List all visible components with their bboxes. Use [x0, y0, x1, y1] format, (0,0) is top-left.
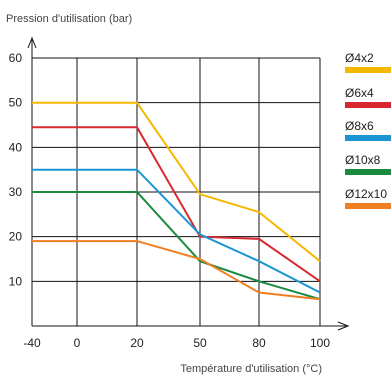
x-tick-label: 0	[74, 336, 81, 350]
legend-swatch-4x2	[345, 67, 391, 73]
y-axis-title: Pression d'utilisation (bar)	[6, 13, 132, 25]
series-line-6x4	[32, 127, 320, 281]
legend-swatch-12x10	[345, 203, 391, 209]
y-tick-label: 40	[9, 140, 23, 154]
x-tick-label: 20	[130, 336, 144, 350]
legend-label-10x8: Ø10x8	[345, 153, 381, 167]
y-tick-label: 50	[9, 96, 23, 110]
x-axis-title: Température d'utilisation (°C)	[180, 363, 322, 375]
chart-axes	[28, 38, 348, 330]
legend-swatch-8x6	[345, 135, 391, 141]
series-line-10x8	[32, 192, 320, 299]
chart-series	[32, 103, 320, 300]
chart-legend: Ø4x2 Ø6x4 Ø8x6 Ø10x8 Ø12x10	[345, 51, 391, 209]
x-tick-label: -40	[23, 336, 41, 350]
legend-label-6x4: Ø6x4	[345, 86, 374, 100]
y-tick-label: 30	[9, 185, 23, 199]
y-tick-label: 60	[9, 51, 23, 65]
x-tick-label: 50	[193, 336, 207, 350]
legend-label-12x10: Ø12x10	[345, 187, 387, 201]
legend-swatch-6x4	[345, 102, 391, 108]
legend-label-4x2: Ø4x2	[345, 51, 374, 65]
y-tick-label: 10	[9, 274, 23, 288]
x-tick-label: 100	[310, 336, 330, 350]
legend-swatch-10x8	[345, 169, 391, 175]
x-tick-label: 80	[252, 336, 266, 350]
legend-label-8x6: Ø8x6	[345, 119, 374, 133]
chart-tick-labels: 10 20 30 40 50 60 -40 0 20 50 80 100	[9, 51, 331, 350]
y-tick-label: 20	[9, 230, 23, 244]
series-line-8x6	[32, 170, 320, 293]
